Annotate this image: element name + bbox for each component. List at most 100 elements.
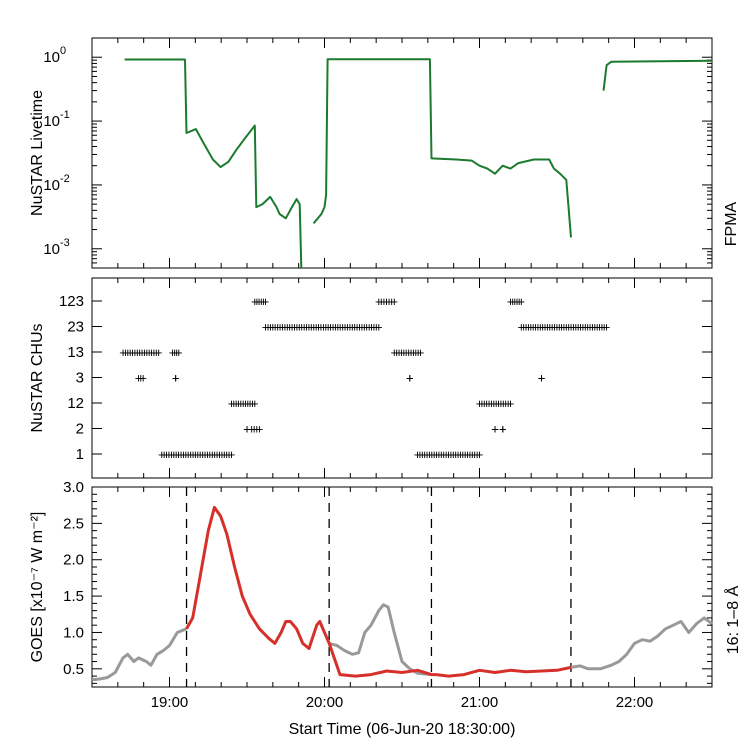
- chu-point: +: [518, 294, 526, 309]
- chu-point: +: [577, 320, 585, 335]
- chu-point: +: [322, 320, 330, 335]
- chu-point: +: [220, 447, 228, 462]
- chu-point: +: [281, 320, 289, 335]
- chu-point: +: [499, 422, 507, 437]
- chu-point: +: [414, 447, 422, 462]
- chu-point: +: [158, 447, 166, 462]
- chu-point: +: [417, 345, 425, 360]
- chu-point: +: [135, 371, 143, 386]
- chu-point: +: [341, 320, 349, 335]
- goes-gray-line: [91, 627, 188, 682]
- chu-point: +: [256, 422, 264, 437]
- chu-point: +: [368, 320, 376, 335]
- chu-point: +: [407, 345, 415, 360]
- chu-point: +: [491, 422, 499, 437]
- chu-point: +: [539, 320, 547, 335]
- chu-point: +: [593, 320, 601, 335]
- chu-point: +: [150, 345, 158, 360]
- chu-point: +: [119, 345, 127, 360]
- chu-point: +: [213, 447, 221, 462]
- chu-point: +: [269, 320, 277, 335]
- chu-point: +: [291, 320, 299, 335]
- chu-point: +: [405, 345, 413, 360]
- chu-point: +: [454, 447, 462, 462]
- chu-point: +: [385, 294, 393, 309]
- chu-point: +: [495, 396, 503, 411]
- chu-point: +: [201, 447, 209, 462]
- chu-point: +: [471, 447, 479, 462]
- chu-point: +: [189, 447, 197, 462]
- chu-point: +: [182, 447, 190, 462]
- livetime-series-line: [124, 58, 303, 269]
- chu-point: +: [529, 320, 537, 335]
- chu-point: +: [491, 422, 499, 437]
- chu-point: +: [260, 294, 268, 309]
- chu-point: +: [351, 320, 359, 335]
- chu-point: +: [402, 345, 410, 360]
- chu-point: +: [208, 447, 216, 462]
- chu-point: +: [310, 320, 318, 335]
- y-tick-label: 12: [67, 395, 84, 412]
- chu-point: +: [211, 447, 219, 462]
- chu-point: +: [274, 320, 282, 335]
- chu-point: +: [248, 422, 256, 437]
- chu-point: +: [442, 447, 450, 462]
- chu-point: +: [139, 371, 147, 386]
- chu-point: +: [536, 320, 544, 335]
- chu-point: +: [317, 320, 325, 335]
- y-tick-exponent: 0: [60, 45, 66, 57]
- chu-point: +: [406, 371, 414, 386]
- chu-point: +: [532, 320, 540, 335]
- chu-point: +: [600, 320, 608, 335]
- chu-point: +: [504, 396, 512, 411]
- y-tick-label: 123: [59, 293, 84, 310]
- chu-point: +: [538, 371, 546, 386]
- chu-point: +: [175, 345, 183, 360]
- y-tick-label: 13: [67, 344, 84, 361]
- y-tick-label: 10: [43, 49, 60, 66]
- chu-point: +: [168, 447, 176, 462]
- chu-point: +: [298, 320, 306, 335]
- chu-point: +: [395, 345, 403, 360]
- chu-point: +: [435, 447, 443, 462]
- chu-point: +: [581, 320, 589, 335]
- chu-point: +: [175, 447, 183, 462]
- chu-point: +: [412, 345, 420, 360]
- chu-point: +: [507, 396, 515, 411]
- y-tick-exponent: -2: [60, 173, 70, 185]
- goes-channel-label: 16: 1–8 Å: [723, 585, 742, 654]
- chu-point: +: [223, 447, 231, 462]
- chu-point: +: [574, 320, 582, 335]
- livetime-series-line: [602, 59, 713, 91]
- chu-point: +: [375, 294, 383, 309]
- chu-point: +: [133, 345, 141, 360]
- chu-point: +: [365, 320, 373, 335]
- chu-point: +: [546, 320, 554, 335]
- chu-point: +: [283, 320, 291, 335]
- chu-point: +: [534, 320, 542, 335]
- chu-point: +: [567, 320, 575, 335]
- chu-point: +: [416, 447, 424, 462]
- chu-point: +: [520, 320, 528, 335]
- x-tick-label: 21:00: [461, 694, 499, 711]
- chu-point: +: [271, 320, 279, 335]
- chu-point: +: [131, 345, 139, 360]
- chu-point: +: [572, 320, 580, 335]
- chu-point: +: [257, 294, 265, 309]
- chu-point: +: [598, 320, 606, 335]
- chu-point: +: [204, 447, 212, 462]
- chu-point: +: [400, 345, 408, 360]
- chu-point: +: [461, 447, 469, 462]
- chu-point: +: [353, 320, 361, 335]
- y-tick-label: 2.5: [63, 515, 84, 532]
- y-tick-label: 10: [43, 241, 60, 258]
- chu-point: +: [163, 447, 171, 462]
- chu-point: +: [440, 447, 448, 462]
- chu-point: +: [380, 294, 388, 309]
- chu-point: +: [551, 320, 559, 335]
- y-tick-exponent: -3: [60, 237, 70, 249]
- chu-point: +: [288, 320, 296, 335]
- chu-point: +: [488, 396, 496, 411]
- chu-point: +: [478, 396, 486, 411]
